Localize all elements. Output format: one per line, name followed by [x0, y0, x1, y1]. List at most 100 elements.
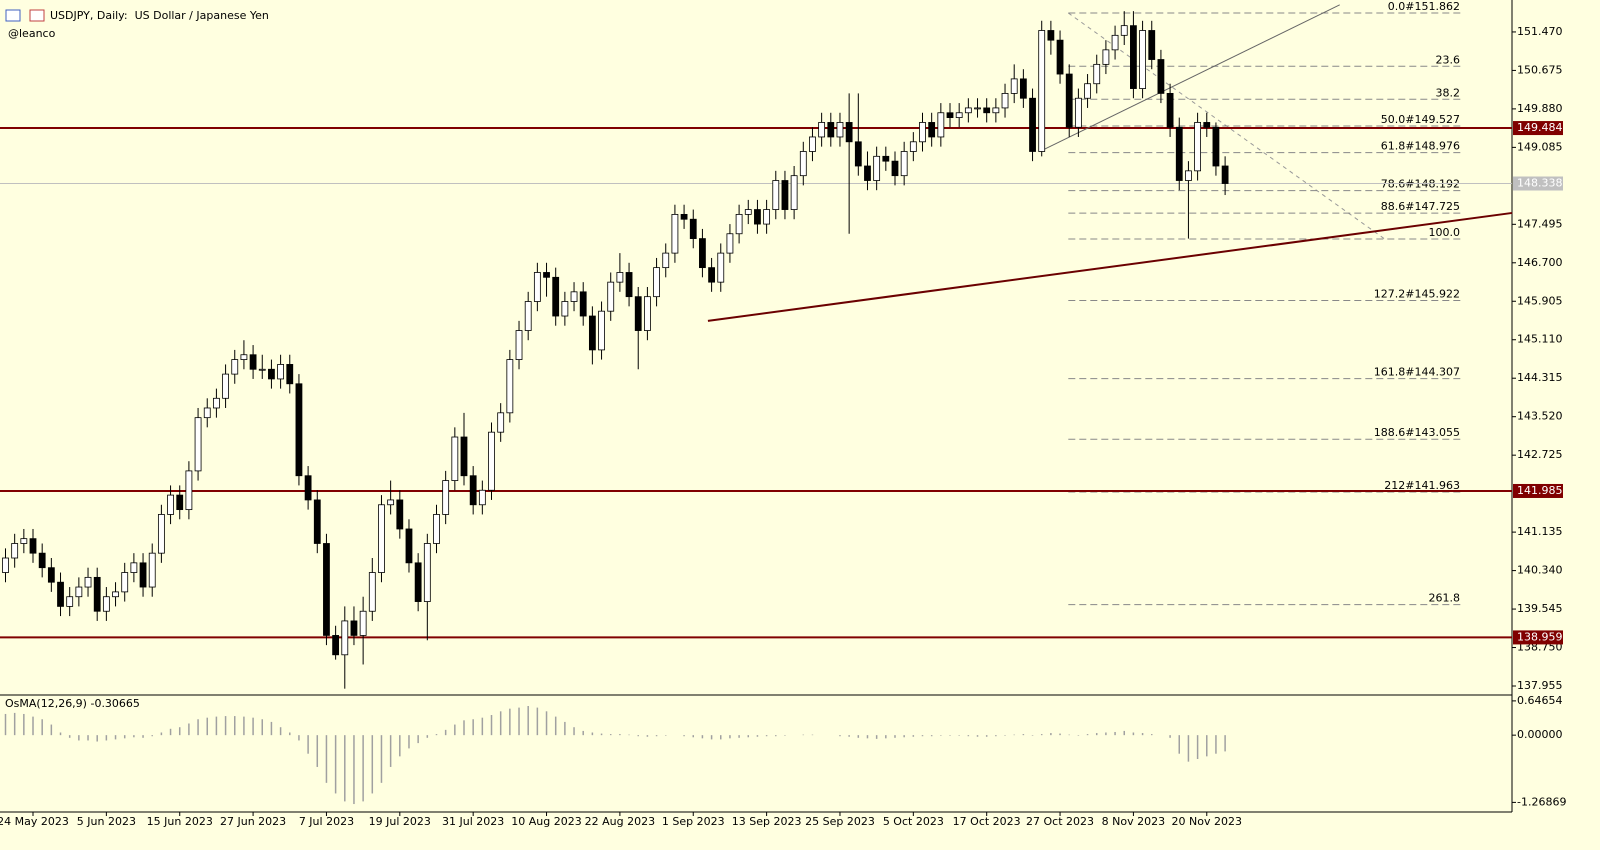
- candle-body: [827, 122, 835, 138]
- candle-body: [992, 107, 1000, 114]
- fibo-label: 38.2: [1436, 86, 1461, 99]
- candle-body: [864, 165, 871, 181]
- candle-body: [405, 528, 413, 564]
- x-tick-label: 24 May 2023: [0, 815, 69, 828]
- candle-body: [799, 151, 807, 177]
- candle-body: [222, 373, 229, 399]
- y-tick-label: 0.64654: [1517, 694, 1563, 707]
- price-badge-label: 148.338: [1517, 177, 1563, 190]
- x-tick-label: 20 Nov 2023: [1172, 815, 1242, 828]
- candle-body: [882, 155, 890, 162]
- candle-body: [588, 315, 596, 351]
- fibo-label: 212#141.963: [1384, 479, 1460, 492]
- candle-body: [607, 281, 615, 312]
- candle-body: [680, 213, 688, 220]
- candle-body: [1065, 73, 1073, 128]
- candle-body: [469, 475, 477, 506]
- candle-body: [1148, 30, 1156, 60]
- y-tick-label: -1.26869: [1517, 795, 1566, 808]
- window-icons: [5, 9, 45, 22]
- candle-body: [1203, 122, 1211, 128]
- candle-body: [671, 213, 679, 254]
- candle-body: [84, 576, 92, 588]
- candle-body: [955, 112, 963, 119]
- candle-body: [359, 610, 367, 636]
- fibo-label: 23.6: [1436, 53, 1461, 66]
- candle-body: [350, 620, 358, 636]
- candle-body: [20, 538, 28, 544]
- candle-body: [313, 499, 321, 544]
- fibo-label: 78.6#148.192: [1381, 178, 1460, 191]
- candle-body: [1166, 93, 1174, 128]
- x-tick-label: 5 Oct 2023: [883, 815, 944, 828]
- x-tick-label: 27 Jun 2023: [220, 815, 286, 828]
- candle-body: [130, 562, 138, 573]
- trendline: [1039, 4, 1340, 152]
- x-tick-label: 17 Oct 2023: [953, 815, 1021, 828]
- y-tick-label: 146.700: [1517, 256, 1563, 269]
- candle-body: [928, 122, 936, 138]
- candle-body: [460, 436, 468, 477]
- y-tick-label: 142.725: [1517, 448, 1563, 461]
- candle-body: [1038, 30, 1046, 152]
- candle-body: [112, 591, 119, 598]
- candle-body: [332, 635, 340, 656]
- icon: [29, 9, 45, 22]
- fibo-label: 50.0#149.527: [1381, 113, 1460, 126]
- candle-body: [249, 354, 257, 370]
- fibo-label: 188.6#143.055: [1374, 426, 1460, 439]
- candle-body: [919, 122, 926, 143]
- fibo-label: 61.8#148.976: [1381, 140, 1460, 153]
- candle-body: [662, 252, 670, 269]
- candle-body: [1102, 49, 1110, 65]
- candle-body: [423, 543, 431, 602]
- x-tick-label: 10 Aug 2023: [511, 815, 581, 828]
- candle-body: [1010, 78, 1018, 94]
- candle-body: [488, 431, 495, 491]
- chart-title: USDJPY, Daily: US Dollar / Japanese Yen: [50, 9, 269, 22]
- candle-body: [689, 218, 697, 239]
- y-tick-label: 150.675: [1517, 63, 1563, 76]
- candle-body: [790, 175, 798, 210]
- candle-body: [451, 436, 459, 481]
- candle-body: [268, 368, 275, 380]
- y-tick-label: 149.085: [1517, 140, 1563, 153]
- candle-body: [378, 504, 385, 573]
- candle-body: [818, 122, 826, 138]
- candle-body: [598, 310, 605, 351]
- candle-body: [754, 209, 761, 225]
- candle-body: [47, 567, 55, 583]
- candle-body: [909, 141, 917, 152]
- candle-body: [387, 499, 395, 506]
- x-tick-label: 25 Sep 2023: [805, 815, 875, 828]
- candle-body: [561, 301, 569, 317]
- candle-body: [717, 252, 725, 283]
- candle-body: [891, 160, 899, 177]
- candle-body: [38, 552, 46, 569]
- candle-body: [543, 272, 550, 278]
- candle-body: [533, 272, 541, 302]
- y-tick-label: 0.00000: [1517, 728, 1563, 741]
- y-tick-label: 145.905: [1517, 294, 1563, 307]
- y-tick-label: 149.880: [1517, 102, 1563, 115]
- x-tick-label: 31 Jul 2023: [442, 815, 504, 828]
- candle-body: [1001, 93, 1009, 109]
- candle-body: [341, 620, 349, 656]
- fibo-label: 161.8#144.307: [1374, 366, 1460, 379]
- candle-body: [121, 572, 129, 593]
- candle-body: [57, 581, 64, 607]
- candle-body: [900, 151, 908, 177]
- x-tick-label: 7 Jul 2023: [299, 815, 354, 828]
- candle-body: [213, 397, 220, 409]
- candle-body: [809, 136, 816, 152]
- x-tick-label: 19 Jul 2023: [369, 815, 431, 828]
- candle-body: [442, 480, 450, 515]
- x-tick-label: 1 Sep 2023: [662, 815, 725, 828]
- candle-body: [616, 272, 624, 283]
- candle-body: [258, 368, 266, 371]
- candle-body: [139, 562, 147, 588]
- candle-body: [1120, 25, 1128, 36]
- y-tick-label: 140.340: [1517, 564, 1563, 577]
